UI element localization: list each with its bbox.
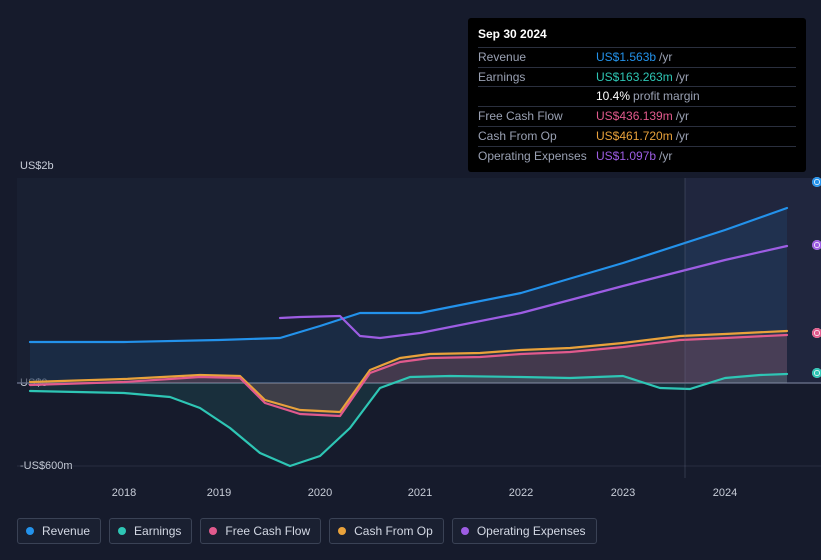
tooltip-row-suffix: /yr <box>676 69 689 86</box>
chart-legend: Revenue Earnings Free Cash Flow Cash From O… <box>17 518 597 544</box>
tooltip-row: Free Cash FlowUS$436.139m/yr <box>478 106 796 126</box>
tooltip-row-value: US$436.139m <box>596 108 673 125</box>
tooltip-row-suffix: /yr <box>676 128 689 145</box>
x-axis-label: 2021 <box>408 487 432 499</box>
legend-item-earnings[interactable]: Earnings <box>109 518 192 544</box>
tooltip-row-value: 10.4% <box>596 88 630 105</box>
legend-label: Earnings <box>134 524 181 538</box>
x-axis-label: 2020 <box>308 487 332 499</box>
y-axis-label: US$2b <box>20 160 54 172</box>
series-end-dot <box>812 177 821 187</box>
legend-dot-icon <box>118 527 126 535</box>
tooltip-row-label: Free Cash Flow <box>478 108 596 125</box>
legend-label: Cash From Op <box>354 524 433 538</box>
legend-label: Operating Expenses <box>477 524 586 538</box>
tooltip-row-value: US$1.097b <box>596 148 656 165</box>
x-axis-label: 2019 <box>207 487 231 499</box>
tooltip-row-value: US$461.720m <box>596 128 673 145</box>
chart-tooltip: Sep 30 2024 RevenueUS$1.563b/yrEarningsU… <box>468 18 806 172</box>
tooltip-row: RevenueUS$1.563b/yr <box>478 47 796 67</box>
legend-dot-icon <box>338 527 346 535</box>
legend-dot-icon <box>461 527 469 535</box>
legend-dot-icon <box>209 527 217 535</box>
tooltip-row: Operating ExpensesUS$1.097b/yr <box>478 146 796 166</box>
legend-dot-icon <box>26 527 34 535</box>
tooltip-row-value: US$1.563b <box>596 49 656 66</box>
tooltip-row-suffix: profit margin <box>633 88 700 105</box>
tooltip-row-label: Operating Expenses <box>478 148 596 165</box>
x-axis-label: 2022 <box>509 487 533 499</box>
legend-item-free-cash-flow[interactable]: Free Cash Flow <box>200 518 321 544</box>
chart-plot[interactable] <box>17 178 821 478</box>
legend-label: Free Cash Flow <box>225 524 310 538</box>
series-end-dot <box>812 368 821 378</box>
tooltip-row-suffix: /yr <box>676 108 689 125</box>
x-axis-label: 2023 <box>611 487 635 499</box>
tooltip-row: Cash From OpUS$461.720m/yr <box>478 126 796 146</box>
tooltip-row-suffix: /yr <box>659 49 672 66</box>
tooltip-row-value: US$163.263m <box>596 69 673 86</box>
legend-item-operating-expenses[interactable]: Operating Expenses <box>452 518 597 544</box>
tooltip-row: EarningsUS$163.263m/yr <box>478 67 796 87</box>
series-end-dot <box>812 240 821 250</box>
tooltip-row-suffix: /yr <box>659 148 672 165</box>
legend-label: Revenue <box>42 524 90 538</box>
x-axis-label: 2024 <box>713 487 737 499</box>
x-axis-label: 2018 <box>112 487 136 499</box>
tooltip-row-label: Cash From Op <box>478 128 596 145</box>
tooltip-row: 10.4%profit margin <box>478 86 796 106</box>
tooltip-row-label: Revenue <box>478 49 596 66</box>
legend-item-revenue[interactable]: Revenue <box>17 518 101 544</box>
tooltip-row-label: Earnings <box>478 69 596 86</box>
tooltip-date: Sep 30 2024 <box>478 24 796 47</box>
tooltip-row-label <box>478 88 596 105</box>
series-end-dot <box>812 328 821 338</box>
legend-item-cash-from-op[interactable]: Cash From Op <box>329 518 444 544</box>
chart-root: Sep 30 2024 RevenueUS$1.563b/yrEarningsU… <box>0 0 821 560</box>
